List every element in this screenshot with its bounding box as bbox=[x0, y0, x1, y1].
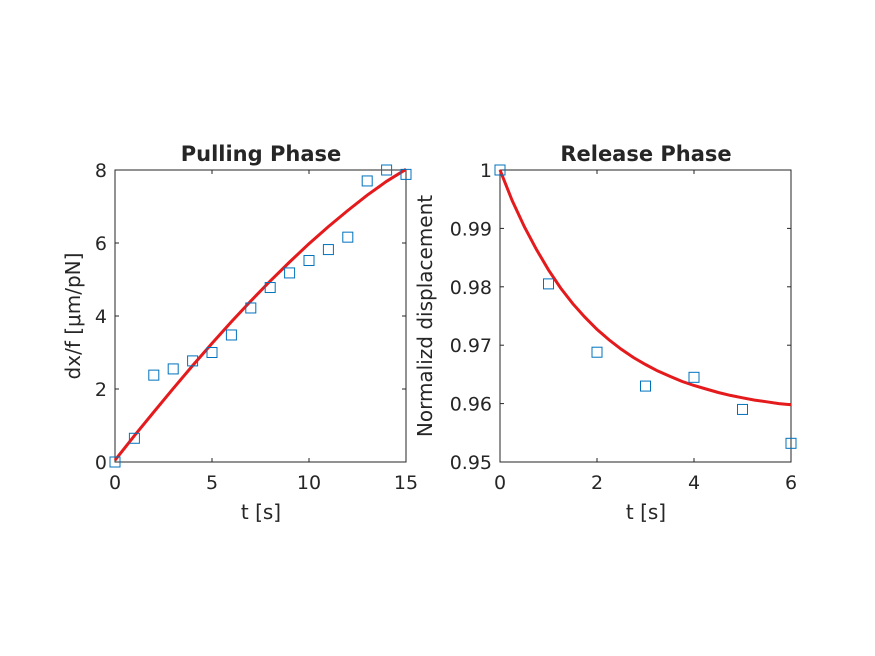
pulling-phase-ylabel: dx/f [μm/pN] bbox=[61, 253, 85, 380]
pulling-phase-ytick-label: 2 bbox=[95, 379, 107, 401]
pulling-phase-data-point bbox=[303, 255, 315, 267]
pulling-phase-data-point bbox=[381, 164, 393, 176]
pulling-phase-data-point bbox=[206, 347, 218, 358]
release-phase-data-point bbox=[591, 346, 603, 358]
release-phase-ytick-label: 1 bbox=[480, 160, 492, 182]
release-phase-ytick-label: 0.98 bbox=[450, 277, 492, 299]
pulling-phase-data-point bbox=[187, 355, 199, 367]
pulling-phase-ytick-label: 4 bbox=[95, 306, 107, 328]
release-phase-ytick-label: 0.97 bbox=[450, 335, 492, 357]
release-phase-fit-line bbox=[498, 169, 792, 407]
pulling-phase-xtick-label: 5 bbox=[206, 472, 218, 494]
release-phase-ytick-label: 0.95 bbox=[450, 452, 492, 474]
release-phase-ylabel: Normalizd displacement bbox=[413, 195, 437, 437]
pulling-phase-title: Pulling Phase bbox=[181, 142, 341, 166]
release-phase-xtick-label: 4 bbox=[688, 472, 700, 494]
pulling-phase-data-point bbox=[148, 369, 160, 381]
pulling-phase-data-point bbox=[225, 329, 237, 341]
pulling-phase-data-point bbox=[245, 302, 257, 314]
release-phase-xtick-label: 0 bbox=[494, 472, 506, 494]
release-phase-panel: Release Phase 0 2 4 60.950.960.970.980.991 … bbox=[413, 142, 797, 524]
pulling-phase-ytick-label: 0 bbox=[95, 452, 107, 474]
release-phase-xlabel: t [s] bbox=[626, 500, 666, 524]
pulling-phase-ytick-label: 8 bbox=[95, 160, 107, 182]
pulling-phase-xtick-label: 15 bbox=[394, 472, 418, 494]
pulling-phase-data-point bbox=[322, 244, 334, 256]
pulling-phase-xtick-label: 10 bbox=[297, 472, 321, 494]
pulling-phase-data-point bbox=[109, 456, 121, 468]
release-phase-data-point bbox=[640, 380, 651, 392]
pulling-phase-xlabel: t [s] bbox=[241, 500, 281, 524]
release-phase-ytick-label: 0.96 bbox=[450, 394, 492, 416]
release-phase-title: Release Phase bbox=[560, 142, 731, 166]
pulling-phase-data-point bbox=[400, 168, 412, 180]
release-phase-data-point bbox=[737, 403, 748, 415]
release-phase-data-point bbox=[494, 164, 506, 176]
pulling-phase-data-point bbox=[128, 432, 140, 444]
pulling-phase-axes-box bbox=[114, 169, 407, 463]
release-phase-data-point bbox=[785, 437, 797, 449]
pulling-phase-data-point bbox=[264, 282, 276, 294]
release-phase-ytick-label: 0.99 bbox=[450, 218, 492, 240]
pulling-phase-fit-line bbox=[113, 168, 407, 462]
pulling-phase-xtick-label: 0 bbox=[109, 472, 121, 494]
pulling-phase-panel: Pulling Phase 0 5 10 15 0 2 4 6 8 t [s] dx/f [μm… bbox=[61, 142, 418, 524]
pulling-phase-data-point bbox=[284, 267, 296, 279]
pulling-phase-ytick-label: 6 bbox=[95, 233, 107, 255]
pulling-phase-data-point bbox=[167, 363, 179, 375]
release-phase-axes-box bbox=[499, 169, 792, 463]
release-phase-data-point bbox=[543, 278, 554, 290]
pulling-phase-plot-area: 0 5 10 15 0 2 4 6 8 bbox=[95, 160, 418, 494]
release-phase-xtick-label: 2 bbox=[591, 472, 603, 494]
release-phase-data-point bbox=[688, 371, 700, 383]
pulling-phase-data-point bbox=[361, 175, 373, 187]
pulling-phase-data-point bbox=[342, 231, 354, 243]
release-phase-plot-area: 0 2 4 6 0.95 0.96 0.97 0.98 0.99 1 bbox=[450, 160, 797, 494]
release-phase-xtick-label: 6 bbox=[785, 472, 797, 494]
